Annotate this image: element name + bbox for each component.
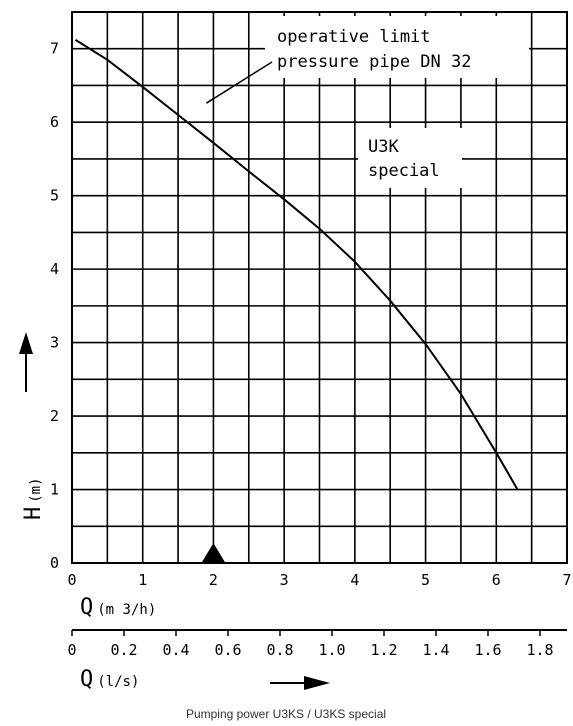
- x-tick-label: 6: [492, 571, 501, 589]
- y-axis-label: H(m): [21, 477, 46, 520]
- x-tick-label: 1: [138, 571, 147, 589]
- x-axis-arrow-head: [304, 676, 330, 690]
- annotations: operative limit pressure pipe DN 32 U3K spe…: [205, 16, 529, 188]
- x2-tick-label: 0.6: [214, 641, 241, 659]
- annotation-limit-line: operative limit: [277, 27, 431, 47]
- x-tick-label: 2: [209, 571, 218, 589]
- marker-triangle: [201, 543, 226, 563]
- y-tick-label: 2: [50, 407, 59, 425]
- x2-tick-label: 1.6: [474, 641, 501, 659]
- annotation-box-series: [358, 128, 462, 188]
- plot-frame: [71, 11, 568, 564]
- x2-tick-label: 0: [67, 641, 76, 659]
- grid: [71, 11, 568, 564]
- x2-tick-label: 1.4: [422, 641, 449, 659]
- x2-tick-label: 0.2: [110, 641, 137, 659]
- y-axis-arrow-head: [19, 332, 33, 354]
- annotation-leader-line: [205, 61, 273, 104]
- x-tick-label: 3: [280, 571, 289, 589]
- x2-axis-label: Q (l/s): [80, 667, 139, 692]
- annotation-series-line: U3K: [368, 137, 399, 157]
- x-axis-label: Q (m 3/h): [80, 595, 156, 620]
- x2-tick-label: 1.2: [370, 641, 397, 659]
- x-tick-label: 0: [67, 571, 76, 589]
- y-tick-label: 3: [50, 334, 59, 352]
- x2-tick-label: 0.8: [266, 641, 293, 659]
- y-tick-label: 1: [50, 481, 59, 499]
- x-tick-label: 4: [350, 571, 359, 589]
- y-tick-label: 4: [50, 260, 59, 278]
- annotation-limit-line: pressure pipe DN 32: [277, 52, 471, 72]
- y-tick-label: 0: [50, 554, 59, 572]
- x-tick-label: 7: [562, 571, 571, 589]
- annotation-box-limit: [265, 16, 529, 78]
- x-tick-label: 5: [421, 571, 430, 589]
- x2-tick-label: 1.0: [318, 641, 345, 659]
- series-layer: [74, 39, 519, 563]
- x2-tick-label: 0.4: [162, 641, 189, 659]
- annotation-series-line: special: [368, 161, 440, 181]
- y-tick-label: 6: [50, 113, 59, 131]
- series-line-u3k-special: [74, 39, 519, 491]
- y-tick-label: 7: [50, 40, 59, 58]
- x2-tick-label: 1.8: [526, 641, 553, 659]
- y-tick-label: 5: [50, 187, 59, 205]
- chart-caption: Pumping power U3KS / U3KS special: [186, 707, 386, 721]
